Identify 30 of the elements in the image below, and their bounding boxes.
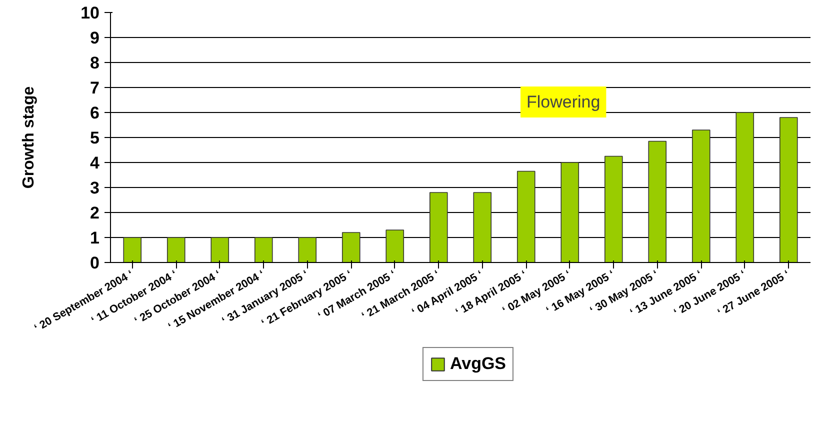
bar — [254, 237, 273, 262]
bar — [779, 117, 798, 262]
bar — [429, 192, 448, 262]
bar — [386, 230, 404, 262]
y-tick-label: 7 — [90, 78, 100, 98]
y-tick-label: 8 — [90, 54, 100, 72]
y-tick-label: 3 — [90, 178, 100, 198]
y-tick-label: 2 — [90, 204, 100, 222]
y-tick-label: 4 — [90, 154, 100, 172]
y-axis-title: Growth stage — [20, 86, 38, 189]
legend-label: AvgGS — [450, 354, 506, 374]
bar — [342, 232, 360, 262]
bar — [692, 130, 710, 262]
bar — [298, 237, 317, 262]
y-tick-label: 9 — [90, 28, 100, 48]
bar — [473, 192, 492, 262]
bar — [210, 237, 230, 262]
y-tick-label: 10 — [80, 4, 100, 22]
bar — [604, 156, 623, 262]
annotation: Flowering — [526, 92, 600, 112]
y-tick-label: 6 — [90, 104, 100, 122]
bar — [516, 170, 536, 262]
bar — [648, 140, 667, 262]
bar — [123, 237, 142, 262]
bar — [736, 112, 754, 262]
bar — [166, 237, 186, 262]
y-tick-label: 0 — [90, 254, 100, 272]
y-tick-label: 5 — [90, 128, 100, 148]
bar — [560, 162, 580, 262]
y-tick-label: 1 — [90, 228, 100, 248]
